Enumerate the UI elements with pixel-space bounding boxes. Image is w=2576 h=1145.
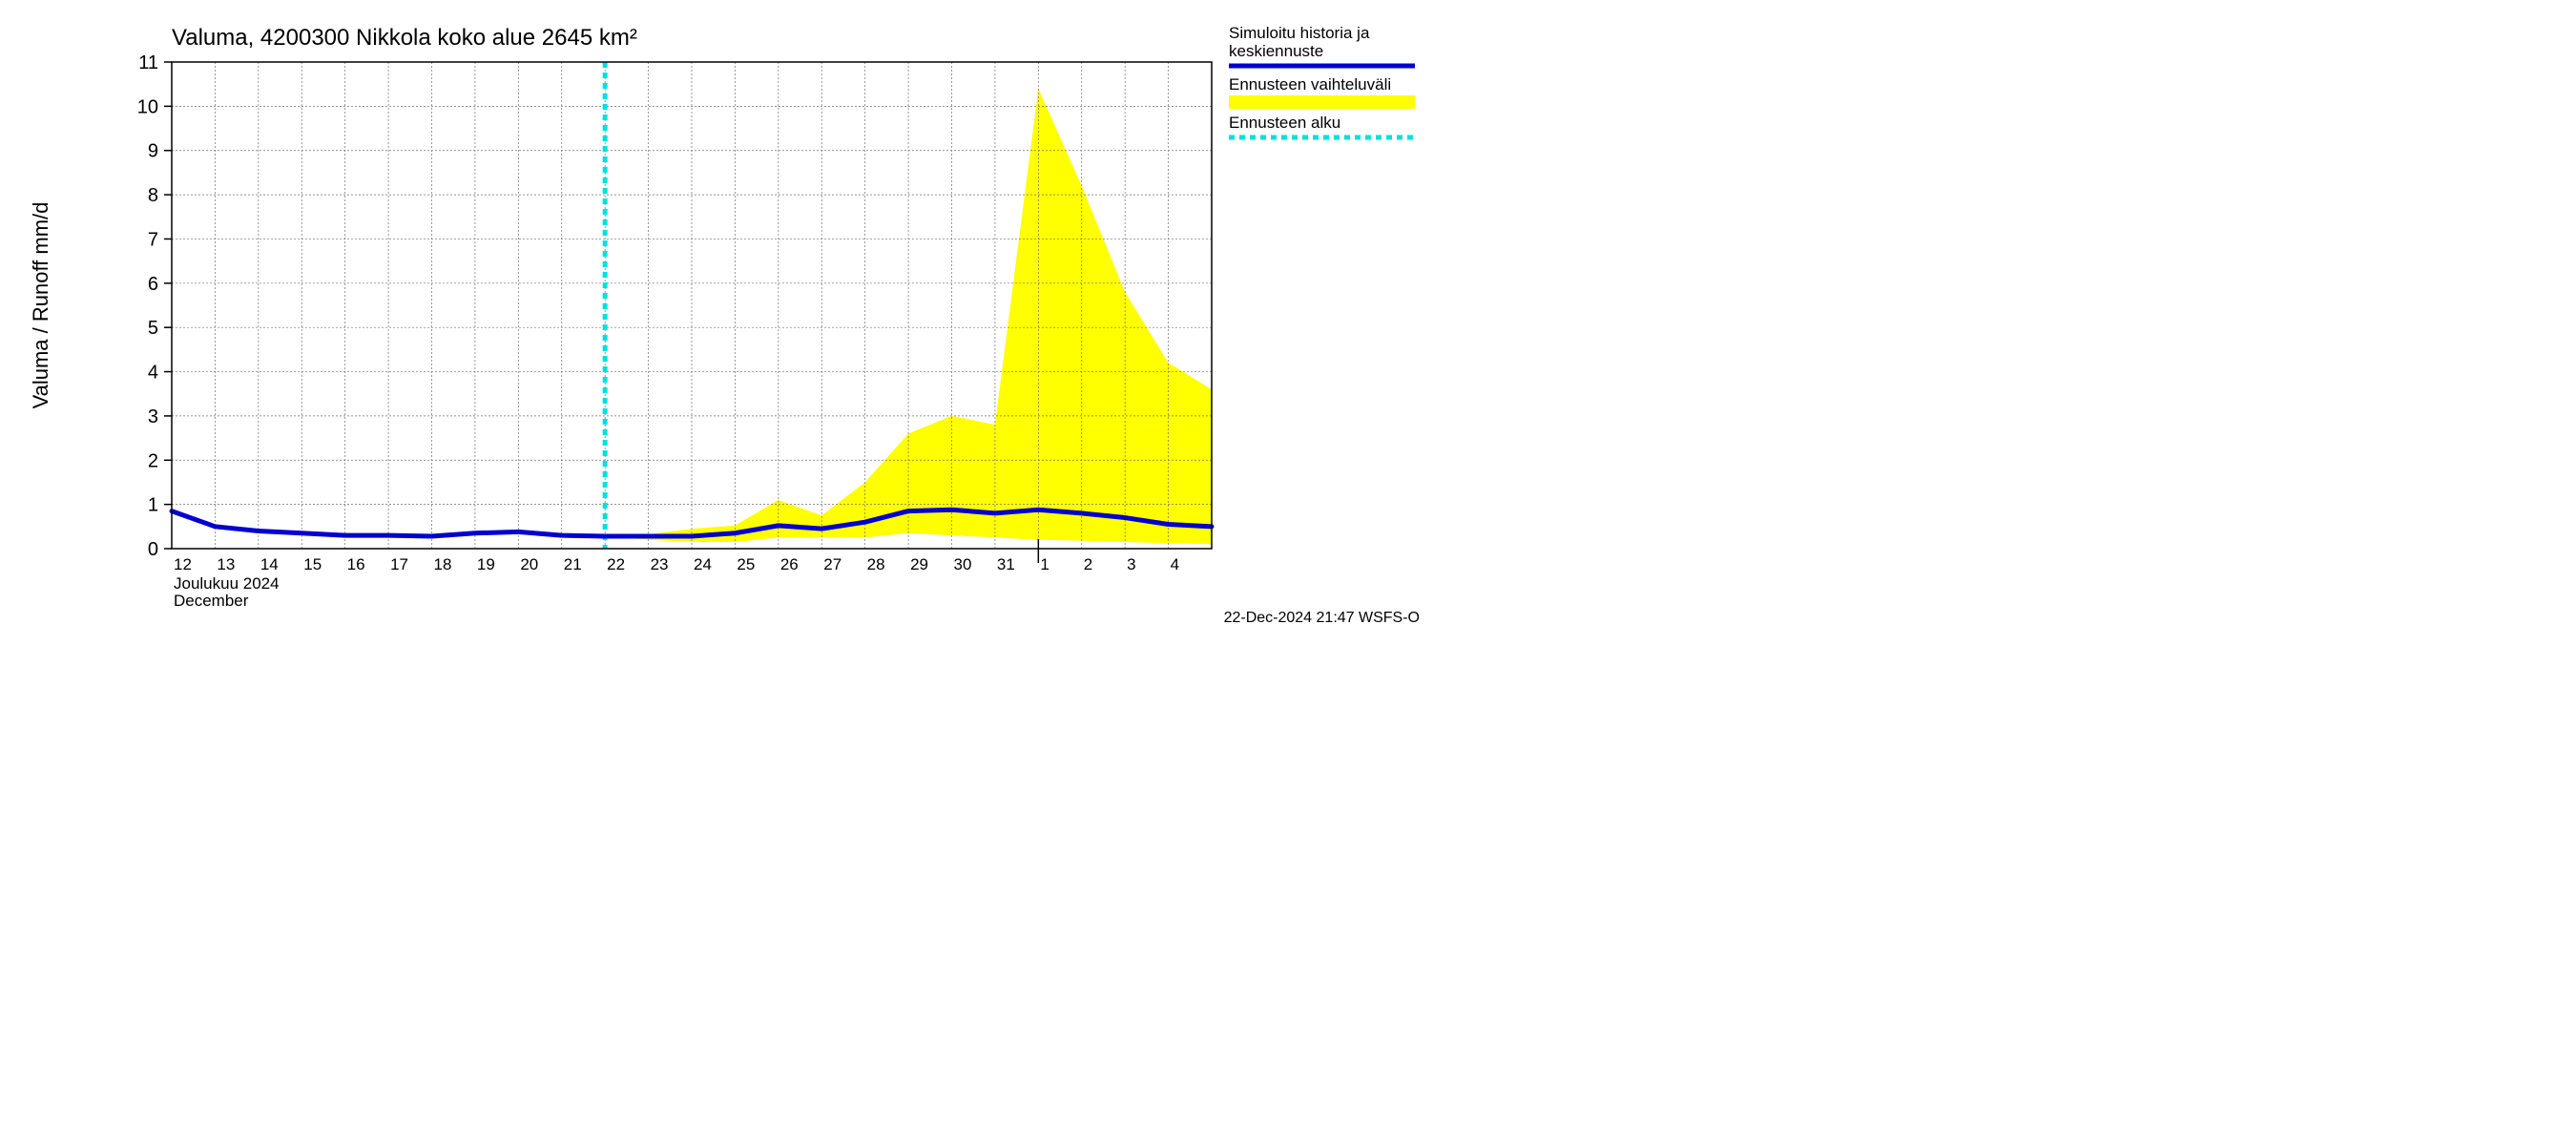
legend-item-1-line-2: keskiennuste xyxy=(1229,42,1323,60)
x-tick-label: 25 xyxy=(737,555,755,573)
x-tick-label: 29 xyxy=(910,555,928,573)
x-tick-label: 17 xyxy=(390,555,408,573)
x-tick-label: 27 xyxy=(823,555,841,573)
y-tick-label: 11 xyxy=(138,52,158,73)
y-tick-label: 7 xyxy=(148,229,158,250)
legend-item-1-line-1: Simuloitu historia ja xyxy=(1229,24,1370,42)
legend-item-2: Ennusteen vaihteluväli xyxy=(1229,75,1391,94)
x-tick-label: 16 xyxy=(347,555,365,573)
y-tick-label: 4 xyxy=(148,363,158,384)
x-tick-label: 28 xyxy=(867,555,885,573)
legend-swatch-range xyxy=(1229,95,1415,109)
x-tick-label: 19 xyxy=(477,555,495,573)
y-tick-label: 8 xyxy=(148,185,158,206)
y-tick-label: 3 xyxy=(148,406,158,427)
x-tick-label: 30 xyxy=(954,555,972,573)
y-tick-label: 6 xyxy=(148,274,158,295)
x-tick-label: 13 xyxy=(217,555,235,573)
x-tick-label: 20 xyxy=(520,555,538,573)
x-tick-label: 14 xyxy=(260,555,279,573)
y-tick-label: 5 xyxy=(148,318,158,339)
legend-item-3: Ennusteen alku xyxy=(1229,114,1340,132)
x-tick-label: 26 xyxy=(780,555,799,573)
x-tick-label: 1 xyxy=(1040,555,1049,573)
y-tick-label: 0 xyxy=(148,539,158,560)
y-tick-label: 9 xyxy=(148,141,158,162)
x-tick-label: 15 xyxy=(303,555,322,573)
y-axis-label: Valuma / Runoff mm/d xyxy=(29,202,52,409)
x-tick-label: 23 xyxy=(651,555,669,573)
x-axis-sublabel-2: December xyxy=(174,592,249,610)
y-tick-label: 10 xyxy=(137,96,158,117)
x-axis-sublabel-1: Joulukuu 2024 xyxy=(174,574,280,593)
runoff-chart: 0123456789101112131415161718192021222324… xyxy=(0,0,1431,639)
x-tick-label: 22 xyxy=(607,555,625,573)
x-tick-label: 21 xyxy=(564,555,582,573)
chart-title: Valuma, 4200300 Nikkola koko alue 2645 k… xyxy=(172,25,637,51)
x-tick-label: 2 xyxy=(1084,555,1092,573)
timestamp: 22-Dec-2024 21:47 WSFS-O xyxy=(1224,610,1420,626)
y-tick-label: 1 xyxy=(148,495,158,516)
chart-container: 0123456789101112131415161718192021222324… xyxy=(0,0,1431,639)
x-tick-label: 4 xyxy=(1171,555,1179,573)
x-tick-label: 31 xyxy=(997,555,1015,573)
x-tick-label: 24 xyxy=(694,555,712,573)
x-tick-label: 3 xyxy=(1127,555,1135,573)
x-tick-label: 12 xyxy=(174,555,192,573)
x-tick-label: 18 xyxy=(434,555,452,573)
y-tick-label: 2 xyxy=(148,450,158,471)
